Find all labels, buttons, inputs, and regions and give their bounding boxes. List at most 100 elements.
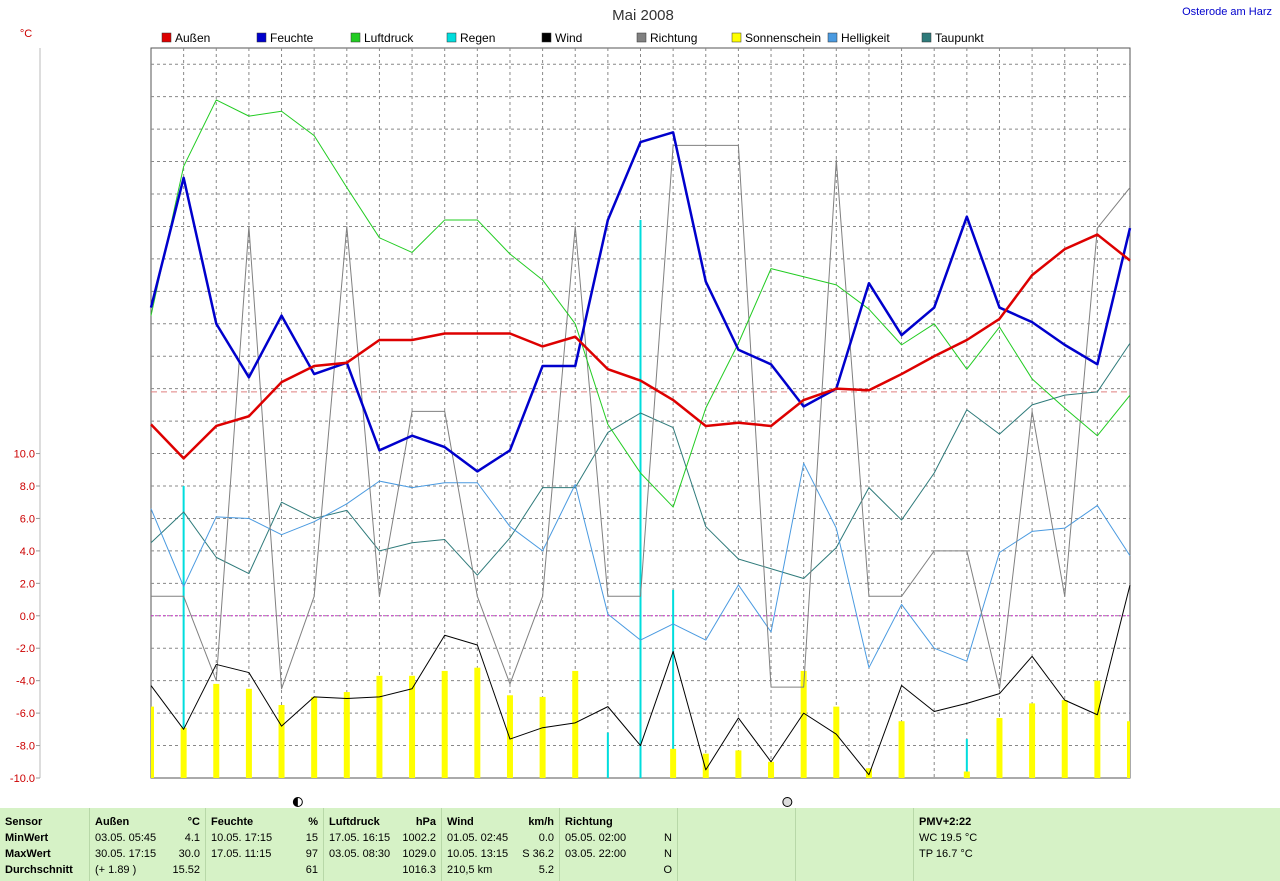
aussen-unit: °C (187, 816, 200, 828)
max-label: MaxWert (5, 848, 51, 860)
bar-sonnenschein (768, 761, 775, 778)
aussen-header: Außen (95, 816, 130, 828)
luftdruck-header: Luftdruck (329, 816, 380, 828)
aussen-min-value: 4.1 (184, 832, 200, 844)
bar-regen (965, 739, 968, 778)
bar-sonnenschein (963, 771, 970, 778)
feuchte-min-time: 10.05. 17:15 (211, 832, 273, 844)
bar-regen (606, 732, 609, 778)
legend-label: Taupunkt (935, 31, 984, 45)
legend-swatch (827, 32, 838, 43)
bar-sonnenschein (539, 696, 546, 778)
bar-sonnenschein (1029, 703, 1036, 778)
line-richtung (151, 144, 1131, 690)
y-tick-labels: 10.0 8.0 6.0 4.0 2.0 0.0 -2.0 -4.0 -6.0 -8.0 -10.0 (10, 449, 40, 785)
wind-column: Wind km/h 01.05. 02:45 0.0 10.05. 13:15 S 3… (442, 808, 560, 881)
station-name[interactable]: Osterode am Harz (1182, 6, 1272, 18)
aussen-min-time: 03.05. 05:45 (95, 832, 157, 844)
sensor-column: Sensor MinWert MaxWert Durchschnitt (0, 808, 90, 881)
legend-label: Außen (175, 31, 210, 45)
legend-label: Wind (555, 31, 582, 45)
y-tick-label: 4.0 (20, 546, 35, 558)
line-taupunkt (150, 342, 1131, 579)
y-tick-label: 0.0 (20, 611, 35, 623)
y-tick-label: 6.0 (20, 513, 35, 525)
legend-swatch (731, 32, 742, 43)
bar-sonnenschein (278, 705, 285, 778)
new-moon-icon-shade (293, 797, 298, 807)
bar-sonnenschein (670, 748, 677, 778)
wind-max-time: 10.05. 13:15 (447, 848, 509, 860)
empty-column-2 (796, 808, 914, 881)
legend-label: Helligkeit (841, 31, 890, 45)
wind-min-time: 01.05. 02:45 (447, 832, 509, 844)
moon-markers (292, 797, 793, 807)
y-tick-label: -2.0 (16, 643, 35, 655)
richtung-max-value: N (664, 848, 672, 860)
feuchte-column: Feuchte% 10.05. 17:15 15 17.05. 11:15 97 6… (206, 808, 324, 881)
aussen-max-time: 30.05. 17:15 (95, 848, 157, 860)
dewpoint-value: TP 16.7 °C (919, 848, 973, 860)
bar-sonnenschein (1127, 721, 1130, 778)
bar-regen (182, 486, 185, 778)
bar-sonnenschein (1061, 700, 1068, 778)
legend-swatch (921, 32, 932, 43)
sensor-header: Sensor (5, 816, 43, 828)
line-wind (150, 584, 1131, 776)
bar-sonnenschein (343, 692, 350, 778)
feuchte-min-value: 15 (305, 832, 318, 844)
bar-sonnenschein (151, 706, 154, 778)
y-tick-label: 8.0 (20, 481, 35, 493)
wind-avg-value: 5.2 (538, 864, 554, 876)
bar-regen (639, 219, 642, 778)
feuchte-avg-value: 61 (305, 864, 318, 876)
aussen-avg-value: 15.52 (172, 864, 200, 876)
bar-sonnenschein (735, 750, 742, 778)
windchill-value: WC 19.5 °C (919, 832, 978, 844)
bar-sonnenschein (441, 670, 448, 778)
bar-sonnenschein (996, 717, 1003, 778)
y-tick-label: -8.0 (16, 741, 35, 753)
bar-sonnenschein (1094, 680, 1101, 778)
y-tick-label: -4.0 (16, 676, 35, 688)
richtung-min-value: N (664, 832, 672, 844)
feuchte-max-value: 97 (305, 848, 318, 860)
bar-sonnenschein (409, 675, 416, 778)
bar-sonnenschein (702, 753, 709, 778)
legend-label: Richtung (650, 31, 697, 45)
wind-header: Wind (447, 816, 474, 828)
line-luftdruck (150, 99, 1131, 508)
luftdruck-max-value: 1029.0 (402, 848, 436, 860)
y-tick-label: -10.0 (10, 773, 35, 785)
bar-regen (672, 589, 675, 778)
y-axis-unit: °C (20, 28, 32, 40)
line-series (149, 99, 1132, 776)
bar-sonnenschein (213, 683, 220, 778)
richtung-avg-value: O (663, 864, 672, 876)
empty-column-1 (678, 808, 796, 881)
bar-sonnenschein (572, 670, 579, 778)
y-tick-label: 2.0 (20, 578, 35, 590)
bar-sonnenschein (180, 727, 187, 778)
legend-label: Regen (460, 31, 495, 45)
legend-swatch (446, 32, 457, 43)
bar-sonnenschein (800, 670, 807, 778)
richtung-column: Richtung 05.05. 02:00 N 03.05. 22:00 N O (560, 808, 678, 881)
chart-title: Mai 2008 (612, 7, 674, 24)
wind-distance: 210,5 km (447, 864, 493, 876)
y-tick-label: -6.0 (16, 708, 35, 720)
aussen-column: Außen °C 03.05. 05:45 4.1 30.05. 17:15 30.0… (90, 808, 206, 881)
bar-sonnenschein (474, 667, 481, 778)
legend-swatch (636, 32, 647, 43)
richtung-max-time: 03.05. 22:00 (565, 848, 627, 860)
luftdruck-max-time: 03.05. 08:30 (329, 848, 391, 860)
legend-swatch (350, 32, 361, 43)
legend-swatch (161, 32, 172, 43)
bar-sonnenschein (833, 706, 840, 778)
line-feuchte (149, 131, 1132, 473)
full-moon-icon (782, 797, 793, 807)
richtung-header: Richtung (565, 816, 613, 828)
bar-sonnenschein (865, 768, 872, 778)
bar-sonnenschein (311, 696, 318, 778)
richtung-min-time: 05.05. 02:00 (565, 832, 627, 844)
